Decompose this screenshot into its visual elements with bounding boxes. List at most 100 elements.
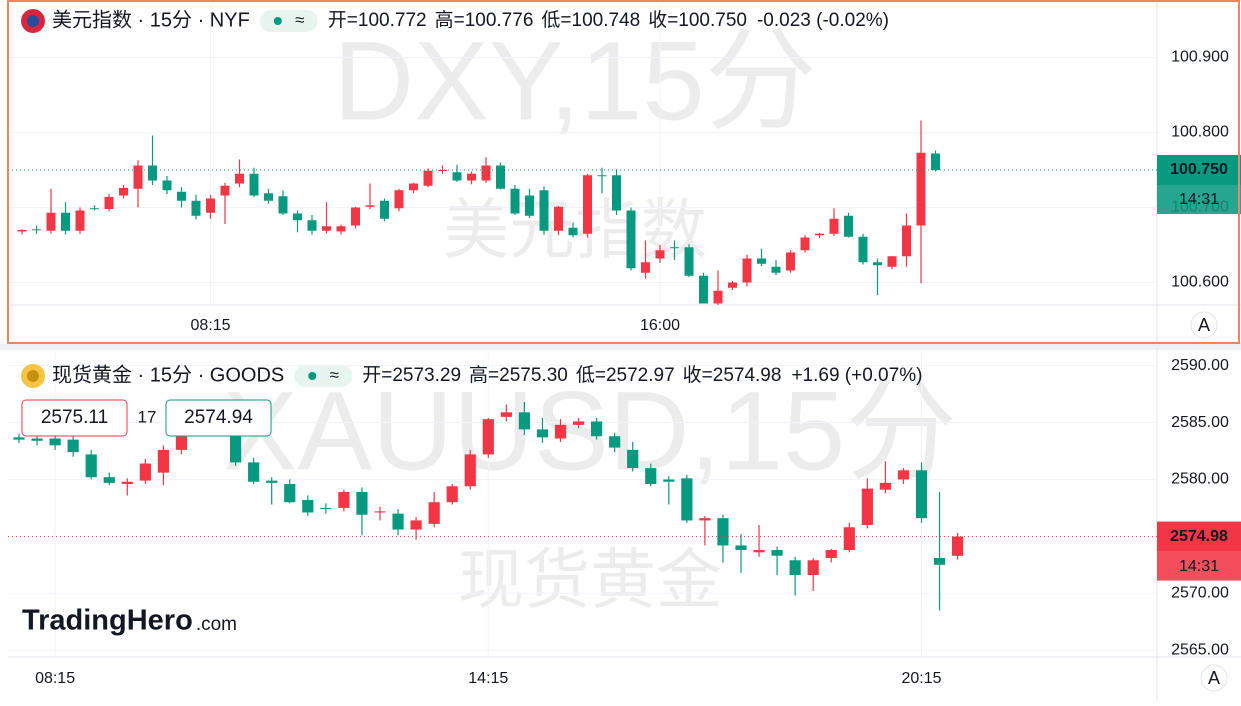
indicator-wave: ≈ [330, 365, 339, 384]
watermark-symbol: XAUUSD,15分 [223, 369, 957, 494]
candle-body [320, 507, 332, 510]
candle-body [645, 468, 657, 485]
candle-body [85, 454, 97, 478]
candle-body [597, 175, 607, 177]
ohlc-value: 100.772 [358, 10, 427, 31]
candle-body [800, 237, 810, 251]
countdown-label: 14:31 [1179, 558, 1219, 575]
candle-body [539, 190, 549, 231]
candle-body [17, 230, 27, 232]
candle-body [916, 152, 926, 226]
candle-body [336, 226, 346, 232]
candle-body [374, 511, 386, 513]
candle-body [858, 236, 868, 263]
watermark-name: 现货黄金 [458, 542, 722, 616]
candle-body [510, 188, 520, 214]
candle-body [356, 491, 368, 515]
pane-separator [0, 344, 1241, 350]
candle-body [735, 545, 747, 551]
candle-body [609, 436, 621, 448]
candle-body [302, 499, 314, 513]
candle-body [915, 470, 928, 519]
countdown-label: 14:31 [1179, 191, 1219, 208]
candle-body [829, 218, 839, 234]
candle-body [807, 560, 819, 576]
candle-body [380, 200, 389, 219]
price-tag-label: 2574.98 [1170, 528, 1228, 545]
candle-body [284, 484, 296, 503]
candle-body [518, 412, 530, 430]
candle-body [897, 470, 910, 480]
candle-body [452, 172, 462, 181]
y-tick-label: 2590.00 [1171, 357, 1229, 374]
candle-body [825, 550, 837, 558]
logo-suffix: .com [196, 614, 237, 635]
ohlc-value: 100.776 [465, 10, 534, 31]
candle-body [338, 491, 350, 508]
ask-box [165, 399, 272, 437]
candle-body [119, 188, 128, 196]
candle-body [757, 258, 766, 264]
candle-body [61, 212, 70, 231]
indicator-wave: ≈ [295, 10, 304, 29]
candle-body [887, 256, 897, 267]
candle-body [351, 207, 360, 226]
candle-body [728, 282, 737, 288]
candle-body [742, 258, 752, 283]
scale-button[interactable] [1190, 311, 1218, 339]
candle-body [786, 252, 795, 271]
candle-body [266, 480, 278, 483]
change-label: +1.69 (+0.07%) [791, 365, 922, 386]
candle-body [230, 433, 242, 463]
bid-box [21, 399, 128, 437]
candle-body [861, 488, 873, 525]
candle-body [278, 196, 288, 214]
candle-body [536, 429, 549, 438]
candle-body [843, 527, 855, 551]
logo-brand: TradingHero [22, 605, 193, 637]
spread: 17 [138, 407, 157, 426]
chart-title: 现货黄金 · 15分 · GOODS [52, 363, 284, 386]
candle-body [663, 479, 675, 482]
y-tick-label: 2565.00 [1171, 641, 1229, 658]
y-tick-label: 2570.00 [1171, 584, 1229, 601]
ohlc-label: 开= [328, 10, 358, 31]
scale-button-label: A [1198, 315, 1210, 335]
candle-body [873, 262, 882, 266]
candle-body [322, 226, 331, 231]
y-tick-label: 100.900 [1171, 49, 1229, 66]
candle-body [103, 477, 115, 483]
candle-body [394, 190, 404, 209]
price-tag-label: 100.750 [1170, 161, 1228, 178]
candle-body [162, 180, 172, 191]
candle-body [148, 165, 157, 181]
candle-body [626, 210, 636, 269]
candle-body [175, 435, 188, 450]
candle-body [681, 478, 693, 521]
candle-body [902, 225, 911, 257]
candle-body [423, 170, 433, 186]
candle-body [699, 518, 711, 521]
candle-body [467, 173, 476, 181]
ohlc-value: 100.750 [678, 10, 747, 31]
candle-body [392, 513, 404, 530]
candle-body [133, 165, 143, 189]
ohlc-label: 收= [648, 9, 678, 31]
scale-button[interactable] [1200, 664, 1228, 692]
candle-body [612, 175, 621, 211]
candle-body [771, 550, 783, 556]
candle-body [438, 170, 447, 171]
candle-body [670, 247, 679, 249]
x-tick-label: 14:15 [468, 670, 508, 687]
candle-body [49, 438, 61, 446]
ohlc-value: 2574.98 [713, 365, 782, 386]
ohlc-label: 低= [541, 9, 571, 31]
candle-body [933, 557, 946, 565]
ohlc-label: 开= [362, 365, 392, 386]
active-pane-border [7, 0, 1240, 344]
candle-body [264, 193, 273, 201]
candle-body [879, 482, 891, 490]
candle-body [206, 198, 215, 213]
